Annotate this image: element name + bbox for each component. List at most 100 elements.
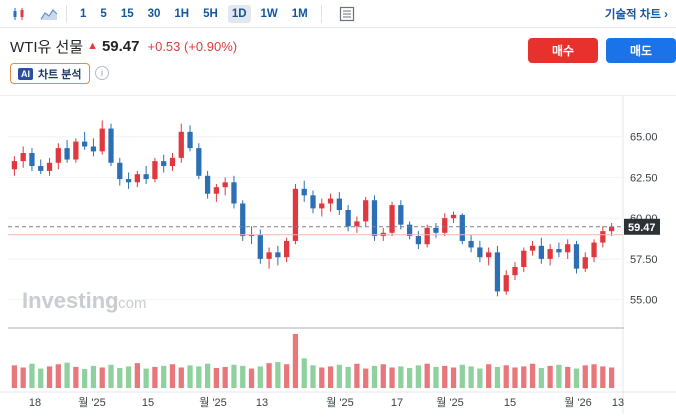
- candle-body: [266, 252, 272, 259]
- candle-body: [345, 210, 351, 227]
- candle-body: [240, 203, 246, 237]
- volume-bar: [196, 366, 202, 388]
- candle-body: [547, 249, 553, 259]
- y-tick-label: 55.00: [630, 295, 658, 307]
- candle-body: [600, 231, 606, 243]
- timeframe-15[interactable]: 15: [120, 7, 134, 20]
- candle-body: [204, 175, 211, 194]
- volume-bar: [547, 365, 553, 388]
- candle-body: [117, 162, 123, 180]
- candle-body: [187, 131, 193, 149]
- candle-body: [459, 214, 465, 241]
- sell-button[interactable]: 매도: [606, 38, 676, 63]
- volume-bar: [134, 363, 140, 388]
- info-icon[interactable]: i: [95, 66, 109, 80]
- volume-bar: [512, 367, 518, 388]
- timeframe-5h[interactable]: 5H: [203, 7, 218, 20]
- candle-body: [178, 131, 184, 158]
- price-chart[interactable]: 65.0062.5060.0057.5055.00Investing.com59…: [0, 95, 676, 414]
- candle-body: [433, 227, 439, 233]
- candle-body: [55, 148, 61, 163]
- candle-body: [46, 162, 53, 171]
- candle-body: [327, 198, 334, 204]
- investing-watermark-suffix: .com: [114, 295, 147, 312]
- technical-chart-link[interactable]: 기술적 차트 ›: [604, 9, 668, 21]
- candle-body: [371, 200, 378, 237]
- timeframe-1d[interactable]: 1D: [227, 4, 251, 23]
- volume-bar: [424, 363, 430, 388]
- candle-body: [99, 128, 105, 152]
- candle-body: [82, 141, 88, 147]
- timeframe-1h[interactable]: 1H: [174, 7, 190, 20]
- volume-bar: [503, 365, 509, 388]
- ai-chart-analysis-label: 차트 분석: [38, 68, 82, 81]
- volume-bar: [459, 364, 465, 388]
- volume-bar: [529, 363, 536, 388]
- candle-body: [538, 245, 544, 259]
- volume-bar: [46, 366, 53, 388]
- candle-body: [486, 252, 492, 258]
- y-tick-label: 62.50: [630, 172, 658, 184]
- last-price-badge: [624, 218, 660, 235]
- instrument-name: WTI유 선물: [10, 38, 84, 56]
- volume-bar: [29, 363, 35, 388]
- volume-bar: [327, 366, 334, 388]
- candle-body: [591, 242, 597, 258]
- candle-body: [319, 203, 325, 209]
- candle-body: [292, 188, 299, 241]
- volume-bar: [608, 367, 615, 388]
- volume-bar: [389, 367, 395, 388]
- buy-button[interactable]: 매수: [528, 38, 598, 63]
- volume-bar: [591, 364, 597, 388]
- candle-body: [152, 161, 158, 180]
- area-chart-icon[interactable]: [38, 3, 60, 25]
- volume-bar: [573, 368, 580, 388]
- candle-body: [415, 236, 422, 245]
- volume-bar: [108, 364, 114, 388]
- volume-bar: [204, 363, 211, 388]
- candle-body: [573, 244, 580, 269]
- ai-badge: AI: [18, 67, 33, 80]
- candle-body: [284, 240, 290, 258]
- x-tick-label: 월 '25: [326, 396, 354, 409]
- candle-body: [521, 250, 527, 267]
- candle-body: [503, 275, 509, 292]
- y-tick-label: 57.50: [630, 254, 658, 266]
- candlestick-chart-icon[interactable]: [8, 3, 30, 25]
- candle-body: [363, 200, 369, 222]
- candle-body: [143, 174, 149, 180]
- candle-body: [38, 166, 44, 171]
- volume-bar: [266, 363, 272, 388]
- volume-bar: [310, 365, 316, 388]
- last-price-badge-text: 59.47: [628, 222, 656, 234]
- timeframe-1w[interactable]: 1W: [260, 7, 278, 20]
- timeframe-5[interactable]: 5: [100, 7, 107, 20]
- volume-bar: [257, 366, 263, 388]
- candle-body: [231, 182, 237, 204]
- timeframe-1m[interactable]: 1M: [291, 7, 308, 20]
- volume-bar: [521, 366, 527, 388]
- volume-bar: [292, 334, 299, 388]
- candle-body: [398, 205, 404, 225]
- volume-bar: [213, 368, 220, 388]
- volume-bar: [73, 366, 79, 388]
- candlestick-chart-svg: 65.0062.5060.0057.5055.00Investing.com59…: [0, 96, 676, 414]
- data-table-icon[interactable]: [336, 3, 358, 25]
- volume-bar: [178, 367, 184, 388]
- candle-body: [468, 240, 474, 248]
- x-tick-label: 13: [256, 397, 268, 409]
- volume-bar: [371, 365, 378, 388]
- candle-body: [565, 244, 571, 253]
- x-tick-label: 15: [504, 397, 516, 409]
- volume-bar: [319, 367, 325, 388]
- timeframe-30[interactable]: 30: [147, 7, 161, 20]
- candle-body: [529, 245, 536, 251]
- volume-bar: [345, 366, 351, 388]
- candle-body: [389, 205, 395, 233]
- x-tick-label: 13: [612, 397, 624, 409]
- last-price: 59.47: [101, 37, 140, 55]
- ai-chart-analysis-button[interactable]: AI 차트 분석: [10, 63, 90, 84]
- x-tick-label: 월 '25: [436, 396, 464, 409]
- volume-bar: [117, 368, 123, 388]
- timeframe-1[interactable]: 1: [80, 7, 87, 20]
